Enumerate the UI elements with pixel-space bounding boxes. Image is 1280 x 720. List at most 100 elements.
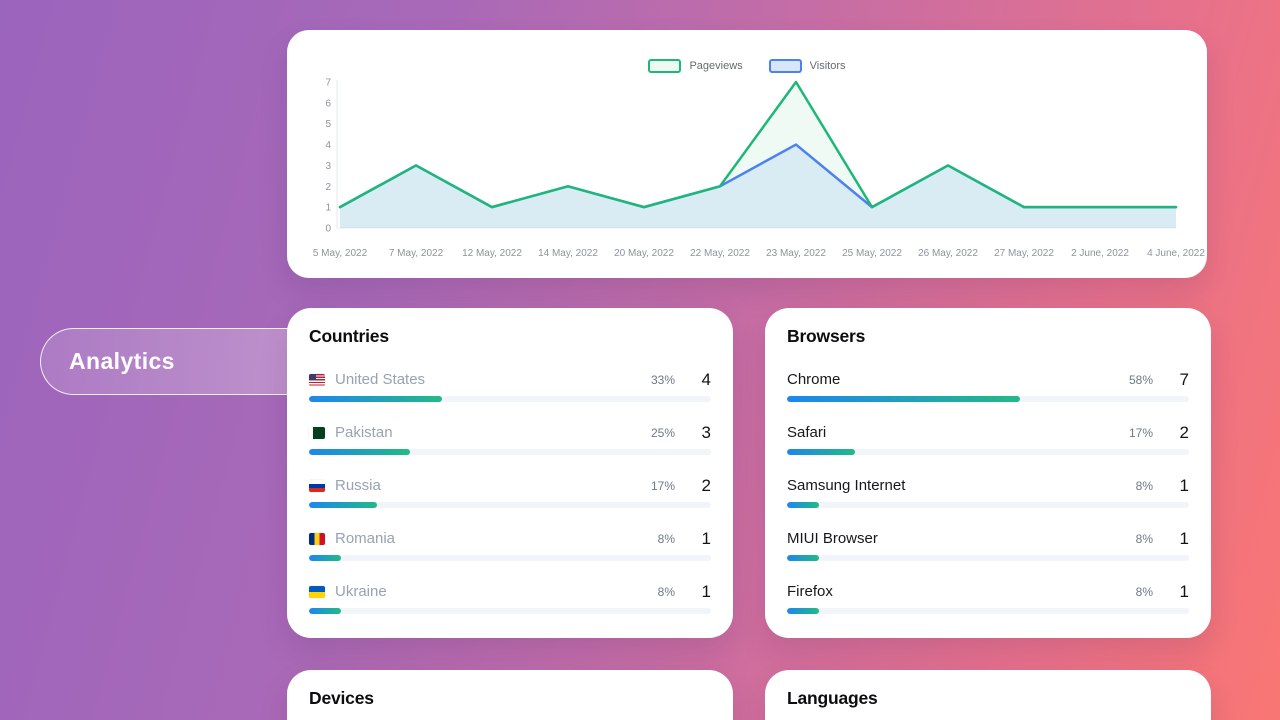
item-count: 2 xyxy=(1179,422,1189,442)
y-tick-label: 3 xyxy=(325,161,331,172)
item-label: Safari xyxy=(787,424,827,441)
item-count: 1 xyxy=(701,581,711,601)
progress-bar-track xyxy=(309,608,711,614)
list-item: Russia 17% 2 xyxy=(287,469,733,522)
progress-bar-fill xyxy=(787,555,820,561)
y-tick-label: 6 xyxy=(325,98,331,109)
item-percent: 17% xyxy=(1128,425,1153,440)
legend-label: Visitors xyxy=(809,60,846,72)
y-tick-label: 0 xyxy=(325,224,331,235)
ro-flag-icon xyxy=(309,532,325,545)
item-count: 2 xyxy=(701,475,711,495)
item-count: 7 xyxy=(1179,369,1189,389)
x-tick-label: 4 June, 2022 xyxy=(1147,248,1205,259)
item-label: United States xyxy=(335,371,426,388)
list-item: MIUI Browser 8% 1 xyxy=(765,522,1211,575)
legend-item-pageviews[interactable]: Pageviews xyxy=(648,59,743,73)
pk-flag-icon xyxy=(309,426,325,439)
browsers-card-title: Browsers xyxy=(787,326,866,346)
progress-bar-fill xyxy=(309,555,342,561)
x-tick-label: 25 May, 2022 xyxy=(842,248,902,259)
item-percent: 8% xyxy=(657,531,675,546)
y-tick-label: 4 xyxy=(325,140,331,151)
item-percent: 8% xyxy=(1135,584,1153,599)
x-tick-label: 14 May, 2022 xyxy=(538,248,598,259)
analytics-tab-label: Analytics xyxy=(69,348,175,374)
pageviews-legend-swatch-icon xyxy=(648,59,682,73)
devices-card: Devices xyxy=(287,670,733,720)
item-percent: 8% xyxy=(1135,531,1153,546)
list-item: Chrome 58% 7 xyxy=(765,363,1211,416)
item-label: Pakistan xyxy=(335,424,393,441)
progress-bar-track xyxy=(309,396,711,402)
item-label: Samsung Internet xyxy=(787,477,906,494)
item-percent: 25% xyxy=(650,425,675,440)
list-item: Safari 17% 2 xyxy=(765,416,1211,469)
item-count: 1 xyxy=(1179,581,1189,601)
item-label: Romania xyxy=(335,530,396,547)
progress-bar-track xyxy=(787,396,1189,402)
list-item: Samsung Internet 8% 1 xyxy=(765,469,1211,522)
progress-bar-track xyxy=(787,449,1189,455)
progress-bar-track xyxy=(309,555,711,561)
x-tick-label: 27 May, 2022 xyxy=(994,248,1054,259)
x-tick-label: 26 May, 2022 xyxy=(918,248,978,259)
progress-bar-fill xyxy=(309,608,342,614)
devices-card-title: Devices xyxy=(309,688,374,708)
list-item: United States 33% 4 xyxy=(287,363,733,416)
item-percent: 17% xyxy=(650,478,675,493)
progress-bar-track xyxy=(787,555,1189,561)
progress-bar-track xyxy=(309,449,711,455)
item-label: Chrome xyxy=(787,371,841,388)
list-item: Ukraine 8% 1 xyxy=(287,575,733,628)
progress-bar-fill xyxy=(309,449,410,455)
countries-card-title: Countries xyxy=(309,326,389,346)
item-percent: 58% xyxy=(1128,372,1153,387)
browsers-card: Browsers Chrome 58% 7 Safari 17% 2 Samsung Int… xyxy=(765,308,1211,638)
visitors-legend-swatch-icon xyxy=(768,59,802,73)
traffic-chart-card: Pageviews Visitors 0 1 2 3 4 5 6 7 5 May, 2022 7 M… xyxy=(287,30,1207,278)
pageviews-area xyxy=(340,82,1176,228)
pageviews-line xyxy=(338,80,1178,209)
traffic-line-chart: 0 1 2 3 4 5 6 7 5 May, 2022 7 May, 2022 12 May, 20… xyxy=(313,78,1206,260)
x-tick-label: 5 May, 2022 xyxy=(313,248,368,259)
x-tick-label: 7 May, 2022 xyxy=(389,248,444,259)
y-tick-label: 2 xyxy=(325,182,331,193)
x-tick-label: 22 May, 2022 xyxy=(690,248,750,259)
browsers-list: Chrome 58% 7 Safari 17% 2 Samsung Internet 8% 1 M… xyxy=(765,363,1211,628)
y-tick-label: 7 xyxy=(325,78,331,89)
item-percent: 33% xyxy=(650,372,675,387)
ua-flag-icon xyxy=(309,585,325,598)
chart-legend: Pageviews Visitors xyxy=(287,59,1207,73)
item-percent: 8% xyxy=(657,584,675,599)
languages-card-title: Languages xyxy=(787,688,878,708)
list-item: Pakistan 25% 3 xyxy=(287,416,733,469)
item-count: 4 xyxy=(701,369,711,389)
visitors-area xyxy=(340,144,1176,228)
x-tick-label: 2 June, 2022 xyxy=(1071,248,1129,259)
item-percent: 8% xyxy=(1135,478,1153,493)
x-tick-label: 20 May, 2022 xyxy=(614,248,674,259)
legend-label: Pageviews xyxy=(689,60,743,72)
x-tick-label: 12 May, 2022 xyxy=(462,248,522,259)
progress-bar-fill xyxy=(787,449,856,455)
item-count: 3 xyxy=(701,422,711,442)
item-label: Russia xyxy=(335,477,381,494)
progress-bar-fill xyxy=(309,502,378,508)
progress-bar-track xyxy=(787,502,1189,508)
item-count: 1 xyxy=(1179,528,1189,548)
progress-bar-track xyxy=(309,502,711,508)
countries-list: United States 33% 4 Pakistan 25% 3 Russia 17% 2 R… xyxy=(287,363,733,628)
item-label: Firefox xyxy=(787,583,833,600)
list-item: Firefox 8% 1 xyxy=(765,575,1211,628)
list-item: Romania 8% 1 xyxy=(287,522,733,575)
legend-item-visitors[interactable]: Visitors xyxy=(768,59,846,73)
y-tick-label: 5 xyxy=(325,119,331,130)
ru-flag-icon xyxy=(309,479,325,492)
item-count: 1 xyxy=(1179,475,1189,495)
progress-bar-fill xyxy=(787,502,820,508)
progress-bar-fill xyxy=(309,396,442,402)
x-tick-label: 23 May, 2022 xyxy=(766,248,826,259)
item-count: 1 xyxy=(701,528,711,548)
